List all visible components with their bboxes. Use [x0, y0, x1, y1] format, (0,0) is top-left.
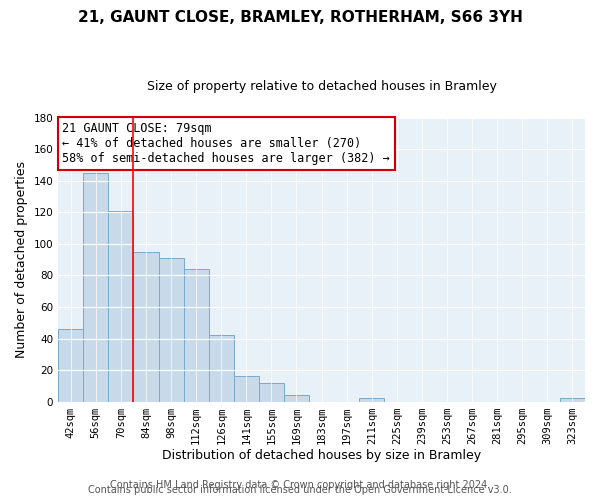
X-axis label: Distribution of detached houses by size in Bramley: Distribution of detached houses by size …: [162, 450, 481, 462]
Bar: [109, 211, 133, 402]
Bar: [133, 252, 158, 402]
Bar: [359, 398, 385, 402]
Text: Contains public sector information licensed under the Open Government Licence v3: Contains public sector information licen…: [88, 485, 512, 495]
Bar: [158, 258, 184, 402]
Text: 21 GAUNT CLOSE: 79sqm
← 41% of detached houses are smaller (270)
58% of semi-det: 21 GAUNT CLOSE: 79sqm ← 41% of detached …: [62, 122, 390, 165]
Bar: [58, 329, 83, 402]
Bar: [284, 396, 309, 402]
Bar: [259, 382, 284, 402]
Text: Contains HM Land Registry data © Crown copyright and database right 2024.: Contains HM Land Registry data © Crown c…: [110, 480, 490, 490]
Title: Size of property relative to detached houses in Bramley: Size of property relative to detached ho…: [146, 80, 497, 93]
Bar: [184, 269, 209, 402]
Bar: [83, 173, 109, 402]
Bar: [209, 336, 234, 402]
Y-axis label: Number of detached properties: Number of detached properties: [15, 161, 28, 358]
Bar: [560, 398, 585, 402]
Bar: [234, 376, 259, 402]
Text: 21, GAUNT CLOSE, BRAMLEY, ROTHERHAM, S66 3YH: 21, GAUNT CLOSE, BRAMLEY, ROTHERHAM, S66…: [77, 10, 523, 25]
